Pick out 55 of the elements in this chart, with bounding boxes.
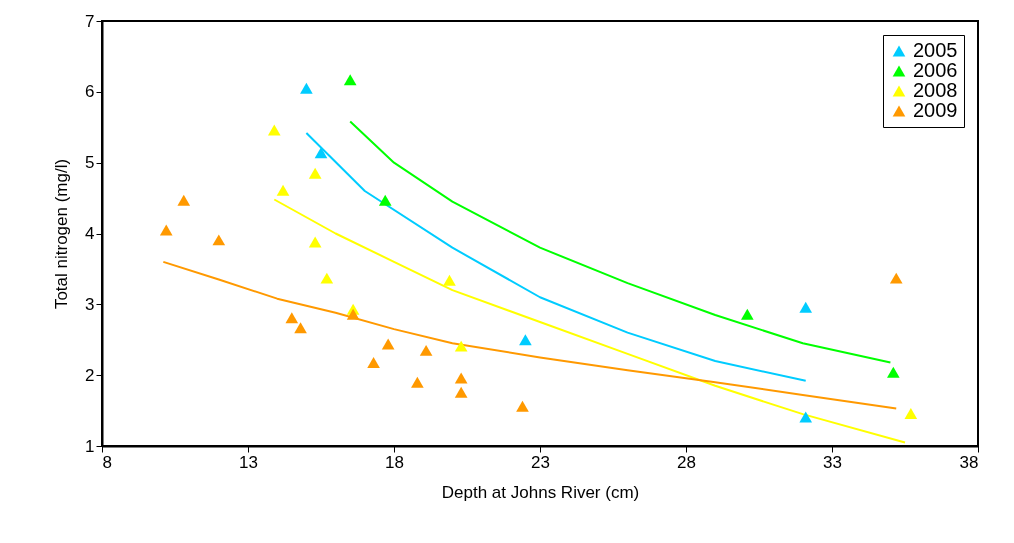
point xyxy=(799,411,813,423)
point xyxy=(378,194,392,206)
point xyxy=(889,272,903,284)
point xyxy=(308,236,322,248)
point xyxy=(454,372,468,384)
line-series xyxy=(349,120,892,364)
legend-label: 2005 xyxy=(913,39,958,61)
legend-label: 2008 xyxy=(913,79,958,101)
point xyxy=(454,340,468,352)
legend-label: 2006 xyxy=(913,59,958,81)
point xyxy=(519,334,532,346)
x-tick-label: 8 xyxy=(102,452,112,472)
point xyxy=(381,338,395,350)
x-tick-label: 13 xyxy=(239,452,258,472)
line-series xyxy=(162,260,898,410)
point xyxy=(741,308,754,320)
point xyxy=(419,344,433,356)
y-tick-label: 1 xyxy=(85,436,95,456)
point xyxy=(159,224,173,236)
x-tick-label: 23 xyxy=(531,452,550,472)
point xyxy=(887,366,900,378)
point xyxy=(320,272,334,284)
point xyxy=(294,322,307,334)
point xyxy=(212,234,226,246)
y-tick-label: 2 xyxy=(85,365,95,385)
point xyxy=(904,407,918,419)
point xyxy=(799,301,813,313)
y-tick-label: 3 xyxy=(85,294,95,314)
point xyxy=(343,74,357,86)
point xyxy=(177,194,191,206)
x-tick-label: 33 xyxy=(823,452,842,472)
point xyxy=(443,274,456,286)
legend-label: 2009 xyxy=(913,99,958,121)
point xyxy=(276,184,290,196)
point xyxy=(454,386,468,398)
y-tick-label: 7 xyxy=(85,11,95,31)
y-tick-label: 6 xyxy=(85,82,95,102)
y-axis-title: Total nitrogen (mg/l) xyxy=(52,158,72,310)
x-tick-label: 28 xyxy=(677,452,696,472)
point xyxy=(367,356,380,368)
x-tick-label: 38 xyxy=(959,452,979,472)
point xyxy=(411,376,424,388)
point xyxy=(308,167,322,179)
x-axis-title: Depth at Johns River (cm) xyxy=(441,482,640,502)
point xyxy=(314,147,328,159)
point xyxy=(346,308,360,320)
point xyxy=(516,400,529,412)
x-tick-label: 18 xyxy=(385,452,404,472)
point xyxy=(300,82,313,94)
point xyxy=(267,124,281,136)
y-tick-label: 4 xyxy=(85,224,95,243)
y-tick-label: 5 xyxy=(85,153,95,173)
line-series xyxy=(273,198,906,444)
point xyxy=(285,312,299,324)
line-series xyxy=(305,131,807,382)
